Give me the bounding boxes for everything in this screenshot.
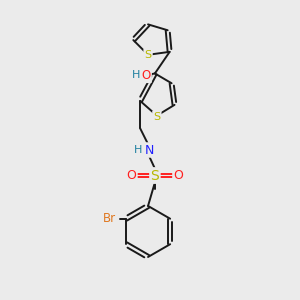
Text: O: O [141, 69, 151, 82]
Text: S: S [153, 112, 161, 122]
Text: H: H [132, 70, 140, 80]
Text: O: O [173, 169, 183, 182]
Text: N: N [144, 143, 154, 157]
Text: S: S [151, 169, 159, 182]
Text: O: O [126, 169, 136, 182]
Text: S: S [145, 50, 152, 60]
Text: H: H [134, 145, 142, 155]
Text: Br: Br [103, 212, 116, 225]
